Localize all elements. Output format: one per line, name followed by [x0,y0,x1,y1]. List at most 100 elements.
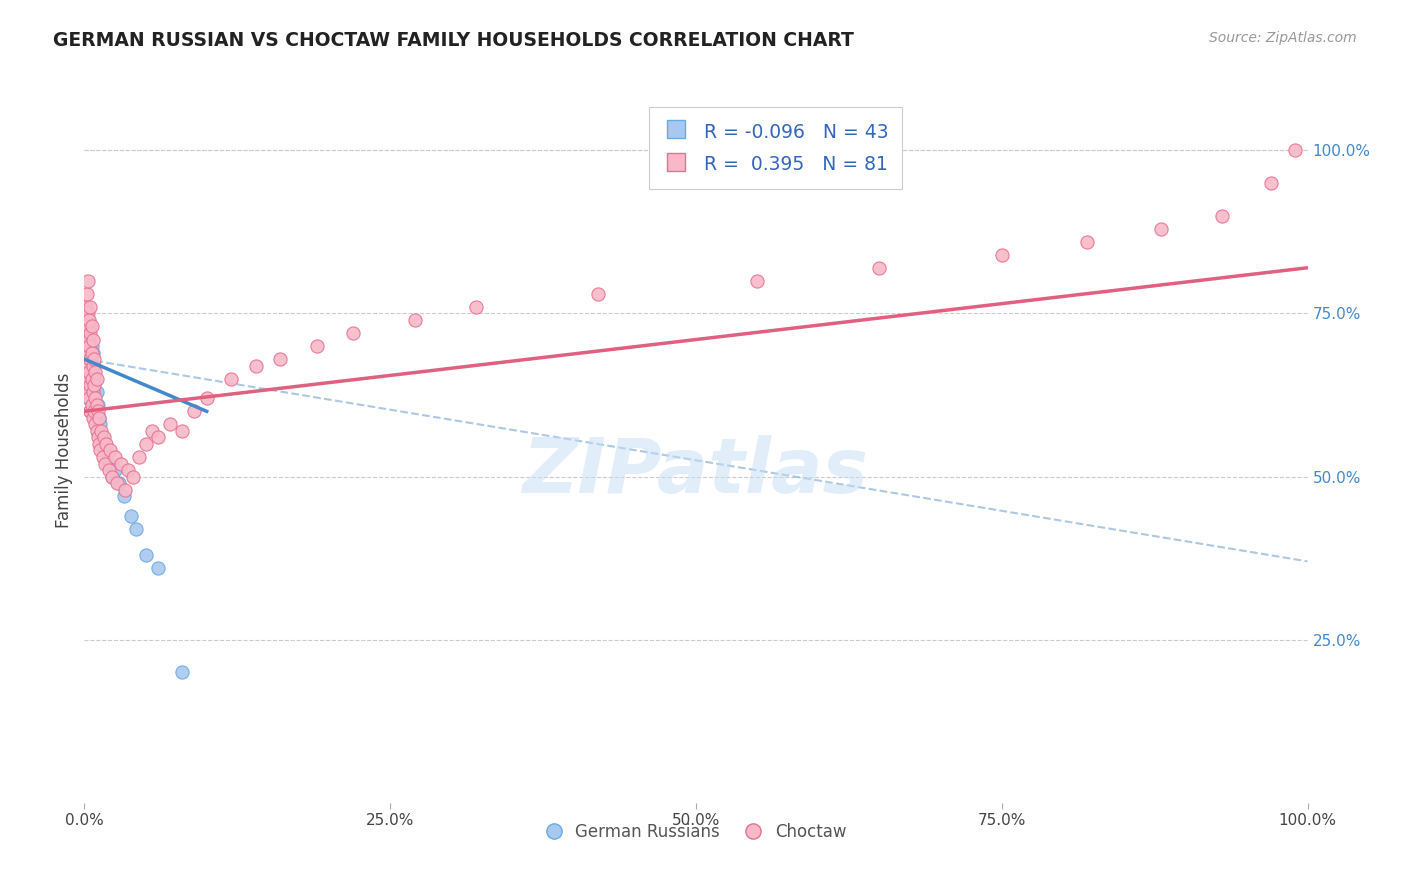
Point [120,508,142,523]
Point [195,391,218,405]
Point [77,339,100,353]
Point [75,352,97,367]
Point [86,372,108,386]
Point [869,260,891,275]
Point [87,410,110,425]
Point [110,457,132,471]
Point [87,398,110,412]
Y-axis label: Family Households: Family Households [55,373,73,528]
Point [76,286,98,301]
Point [135,437,157,451]
Point [404,313,426,327]
Point [101,469,124,483]
Point [86,398,108,412]
Point [77,391,100,405]
Point [1150,221,1173,235]
Point [91,430,114,444]
Point [77,365,100,379]
Point [77,313,100,327]
Point [76,339,98,353]
Point [84,398,107,412]
Point [89,443,111,458]
Point [79,300,101,314]
Point [77,384,100,399]
Point [1260,176,1282,190]
Point [84,365,107,379]
Point [128,450,150,464]
Point [245,359,267,373]
Point [82,359,104,373]
Point [87,410,110,425]
Point [77,274,100,288]
Point [84,391,107,405]
Point [83,359,105,373]
Point [104,463,127,477]
Point [82,345,104,359]
Point [82,410,104,425]
Point [82,333,104,347]
Point [87,404,110,418]
Point [183,404,205,418]
Point [86,424,108,438]
Point [107,476,129,491]
Point [86,410,108,425]
Point [90,424,112,438]
Point [104,450,127,464]
Point [305,339,328,353]
Point [93,430,115,444]
Point [464,300,486,314]
Legend: German Russians, Choctaw: German Russians, Choctaw [538,816,853,847]
Point [77,313,100,327]
Point [80,345,103,359]
Point [87,437,110,451]
Point [75,326,97,340]
Point [112,489,135,503]
Point [79,404,101,418]
Point [79,404,101,418]
Point [747,274,769,288]
Point [172,424,194,438]
Point [76,372,98,386]
Point [84,417,107,432]
Point [146,561,169,575]
Point [79,378,101,392]
Point [172,665,194,680]
Point [135,548,157,562]
Point [80,372,103,386]
Point [141,424,163,438]
Point [98,443,121,458]
Point [76,306,98,320]
Point [83,352,105,367]
Point [75,300,97,314]
Point [97,457,120,471]
Point [76,345,98,359]
Point [77,306,100,320]
Point [80,339,103,353]
Point [80,391,103,405]
Point [159,417,181,432]
Point [342,326,364,340]
Point [94,443,117,458]
Point [77,384,100,399]
Point [122,469,145,483]
Point [83,404,105,418]
Point [82,384,104,399]
Point [1076,235,1098,249]
Point [94,457,117,471]
Point [77,333,100,347]
Point [77,365,100,379]
Point [83,378,105,392]
Point [97,463,120,477]
Point [586,286,609,301]
Point [75,352,97,367]
Point [1284,144,1306,158]
Point [89,417,111,432]
Text: ZIPatlas: ZIPatlas [523,434,869,508]
Point [105,476,128,491]
Point [117,463,139,477]
Point [91,450,114,464]
Point [79,378,101,392]
Point [96,437,118,451]
Point [87,430,110,444]
Point [82,372,104,386]
